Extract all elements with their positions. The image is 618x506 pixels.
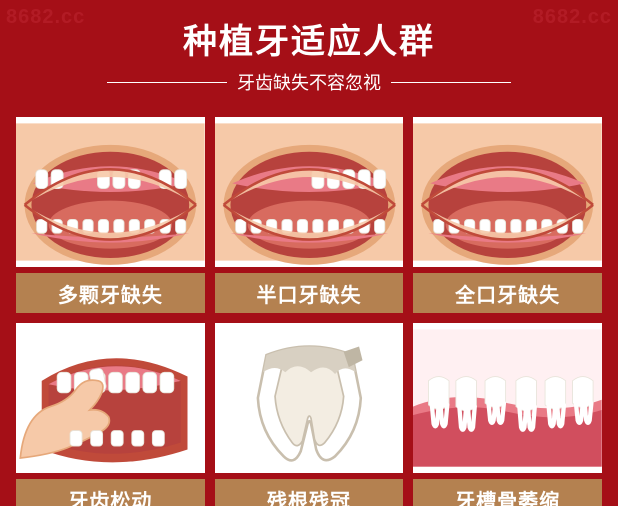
- illustration-loose-tooth: [16, 323, 205, 473]
- card-root-crown: 残根残冠: [215, 323, 404, 506]
- caption-bone-loss: 牙槽骨萎缩: [413, 479, 602, 506]
- card-bone-loss: 牙槽骨萎缩: [413, 323, 602, 506]
- header: 种植牙适应人群 牙齿缺失不容忽视: [0, 0, 618, 107]
- card-loose-tooth: 牙齿松动: [16, 323, 205, 506]
- card-full-missing: 全口牙缺失: [413, 117, 602, 313]
- illustration-half-missing: [215, 117, 404, 267]
- illustration-multi-missing: [16, 117, 205, 267]
- caption-full-missing: 全口牙缺失: [413, 273, 602, 313]
- subtitle-row: 牙齿缺失不容忽视: [0, 69, 618, 95]
- subtitle: 牙齿缺失不容忽视: [227, 69, 391, 95]
- caption-loose-tooth: 牙齿松动: [16, 479, 205, 506]
- main-title: 种植牙适应人群: [0, 14, 618, 63]
- caption-half-missing: 半口牙缺失: [215, 273, 404, 313]
- card-grid: 多颗牙缺失 半口牙缺失 全口牙缺失 牙齿松动: [0, 107, 618, 506]
- rule-right: [391, 82, 511, 83]
- rule-left: [107, 82, 227, 83]
- illustration-full-missing: [413, 117, 602, 267]
- card-half-missing: 半口牙缺失: [215, 117, 404, 313]
- caption-root-crown: 残根残冠: [215, 479, 404, 506]
- poster-container: 8682.cc 8682.cc 种植牙适应人群 牙齿缺失不容忽视 多颗牙缺失: [0, 0, 618, 506]
- illustration-bone-loss: [413, 323, 602, 473]
- watermark: 8682.cc: [6, 6, 85, 29]
- card-multi-missing: 多颗牙缺失: [16, 117, 205, 313]
- watermark: 8682.cc: [533, 6, 612, 29]
- illustration-root-crown: [215, 323, 404, 473]
- caption-multi-missing: 多颗牙缺失: [16, 273, 205, 313]
